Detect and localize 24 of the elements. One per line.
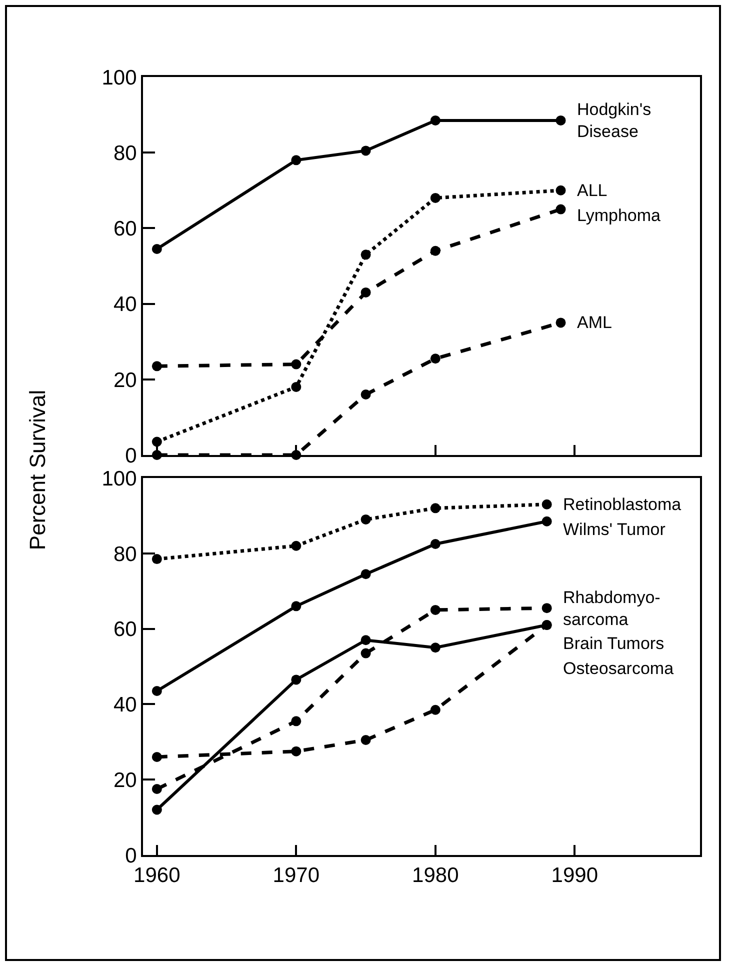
x-tick-label: 1990 xyxy=(551,864,598,888)
series-label: Retinoblastoma xyxy=(563,495,682,514)
y-tick-label: 40 xyxy=(113,694,137,717)
y-tick-label: 60 xyxy=(113,618,137,642)
series-label: AML xyxy=(577,313,612,332)
y-axis-title: Percent Survival xyxy=(25,390,51,550)
series-label: Wilms' Tumor xyxy=(563,520,666,539)
series-label: Hodgkin's Disease xyxy=(577,100,652,142)
y-tick-label: 100 xyxy=(102,467,137,490)
x-tick-label: 1980 xyxy=(412,864,459,888)
y-tick-label: 0 xyxy=(125,444,137,468)
y-tick-label: 60 xyxy=(113,218,137,241)
series-label: Brain Tumors xyxy=(563,634,664,653)
series-label: Lymphoma xyxy=(577,206,662,225)
series-label: Osteosarcoma xyxy=(563,659,674,678)
y-tick-label: 20 xyxy=(113,368,137,392)
series-label: Rhabdomyo- sarcoma xyxy=(563,588,660,630)
x-tick-label: 1970 xyxy=(272,864,320,888)
y-tick-label: 80 xyxy=(113,542,137,566)
series-label: ALL xyxy=(577,181,608,200)
y-tick-label: 100 xyxy=(102,66,137,90)
y-tick-label: 20 xyxy=(113,768,137,792)
y-tick-label: 80 xyxy=(113,142,137,165)
y-tick-label: 40 xyxy=(113,293,137,316)
